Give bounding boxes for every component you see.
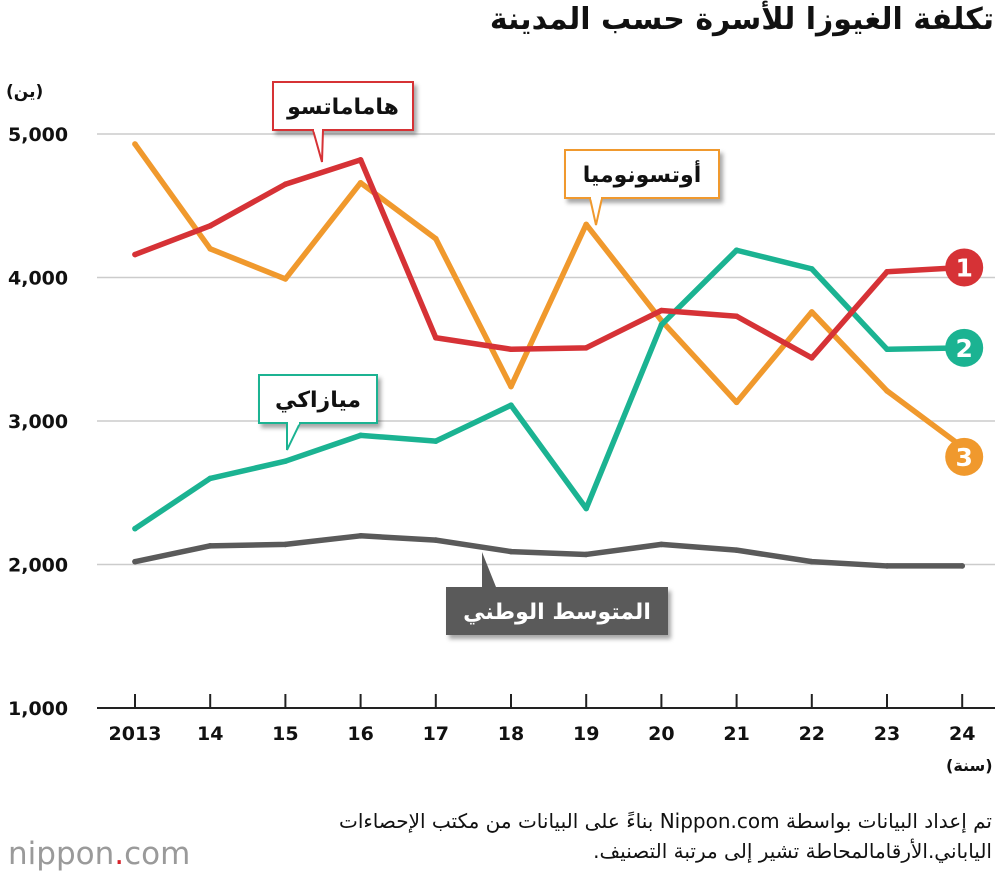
- x-tick-label: 20: [648, 723, 674, 745]
- rank-badge-miyazaki: [945, 328, 984, 367]
- data-point-miyazaki: [433, 438, 439, 444]
- data-point-utsunomiya: [884, 388, 890, 394]
- data-point-national: [282, 541, 289, 548]
- callout-pointer-national: [482, 552, 496, 587]
- x-tick-label: 14: [197, 723, 223, 745]
- logo-dot: .: [114, 836, 125, 872]
- data-point-miyazaki: [282, 458, 289, 464]
- rank-badge-hamamatsu: [945, 248, 984, 287]
- data-point-national: [357, 533, 364, 539]
- callout-miyazaki: ميازاكي: [258, 374, 378, 451]
- data-point-miyazaki: [733, 247, 740, 254]
- y-tick-label: 3,000: [8, 411, 68, 433]
- x-tick-label: 19: [573, 723, 599, 745]
- data-point-hamamatsu: [583, 345, 589, 351]
- callout-national: المتوسط الوطني: [446, 552, 668, 635]
- data-point-utsunomiya: [733, 399, 740, 406]
- data-point-utsunomiya: [357, 179, 364, 186]
- x-tick-label: 24: [949, 723, 975, 745]
- data-point-miyazaki: [132, 525, 138, 532]
- x-tick-label: 15: [272, 723, 298, 745]
- data-point-hamamatsu: [809, 355, 815, 361]
- x-tick-label: 2013: [109, 723, 162, 745]
- data-point-national: [884, 563, 890, 569]
- logo-name: nippon: [8, 836, 115, 872]
- data-point-miyazaki: [658, 322, 665, 328]
- data-point-utsunomiya: [207, 246, 213, 252]
- chart-title: تكلفة الغيوزا للأسرة حسب المدينة: [489, 2, 994, 37]
- data-point-national: [733, 547, 740, 553]
- x-tick-label: 22: [799, 723, 825, 745]
- x-tick-label: 16: [347, 723, 373, 745]
- data-point-miyazaki: [884, 346, 890, 353]
- data-point-miyazaki: [357, 432, 364, 439]
- callout-label-utsunomiya: أوتسونوميا: [583, 159, 702, 188]
- rank-badge-utsunomiya: [945, 437, 984, 476]
- callout-box-national: [446, 587, 668, 635]
- x-tick-label: 17: [423, 723, 449, 745]
- rank-number-hamamatsu: 1: [955, 253, 972, 282]
- data-point-hamamatsu: [733, 313, 740, 320]
- data-point-utsunomiya: [132, 141, 138, 147]
- data-point-utsunomiya: [433, 235, 439, 242]
- data-point-national: [583, 551, 589, 558]
- data-point-utsunomiya: [508, 383, 514, 390]
- logo-suffix: com: [124, 836, 191, 872]
- y-tick-label: 1,000: [8, 698, 68, 720]
- x-tick-label: 18: [498, 723, 524, 745]
- data-point-national: [433, 537, 439, 543]
- data-point-national: [959, 563, 965, 569]
- data-point-miyazaki: [809, 266, 815, 272]
- callout-box-utsunomiya: [564, 149, 720, 199]
- data-point-national: [508, 548, 514, 555]
- x-tick-label: 21: [723, 723, 749, 745]
- callout-box-hamamatsu: [272, 81, 414, 131]
- data-point-national: [809, 558, 815, 565]
- callout-hamamatsu: هاماماتسو: [272, 81, 414, 163]
- callout-label-national: المتوسط الوطني: [463, 600, 651, 625]
- data-point-national: [658, 541, 665, 548]
- callout-pointer-hamamatsu: [311, 129, 325, 163]
- callout-utsunomiya: أوتسونوميا: [564, 149, 720, 226]
- data-point-national: [132, 558, 138, 565]
- data-point-hamamatsu: [282, 181, 289, 188]
- y-axis-unit: (ين): [6, 82, 44, 102]
- y-tick-label: 5,000: [8, 124, 68, 146]
- callout-pointer-utsunomiya: [588, 197, 604, 226]
- data-point-hamamatsu: [884, 268, 890, 275]
- series-line-miyazaki: [132, 247, 965, 532]
- data-point-hamamatsu: [433, 334, 439, 341]
- series-line-hamamatsu: [132, 157, 965, 361]
- data-point-miyazaki: [583, 505, 589, 512]
- series-line-utsunomiya: [132, 141, 965, 450]
- data-point-miyazaki: [508, 402, 514, 409]
- data-point-hamamatsu: [658, 307, 665, 314]
- y-tick-label: 4,000: [8, 268, 68, 290]
- rank-number-miyazaki: 2: [955, 334, 972, 363]
- data-point-utsunomiya: [809, 309, 815, 315]
- callout-label-hamamatsu: هاماماتسو: [286, 95, 399, 120]
- footnote: تم إعداد البيانات بواسطة Nippon.com بناء…: [338, 809, 992, 863]
- callout-box-miyazaki: [258, 374, 378, 424]
- data-point-utsunomiya: [583, 221, 589, 228]
- data-point-national: [207, 543, 213, 549]
- data-point-hamamatsu: [357, 157, 364, 163]
- data-point-miyazaki: [207, 475, 213, 482]
- rank-number-utsunomiya: 3: [955, 443, 972, 472]
- y-tick-label: 2,000: [8, 555, 68, 577]
- nippon-logo: nippon.com: [8, 836, 190, 872]
- data-point-hamamatsu: [207, 223, 213, 229]
- data-point-hamamatsu: [132, 251, 138, 258]
- callout-label-miyazaki: ميازاكي: [275, 388, 361, 413]
- callout-pointer-miyazaki: [286, 422, 302, 451]
- data-point-hamamatsu: [508, 346, 514, 353]
- x-axis-unit: (سنة): [946, 756, 993, 775]
- x-tick-label: 23: [874, 723, 900, 745]
- data-point-utsunomiya: [282, 276, 289, 282]
- series-line-national: [132, 533, 965, 569]
